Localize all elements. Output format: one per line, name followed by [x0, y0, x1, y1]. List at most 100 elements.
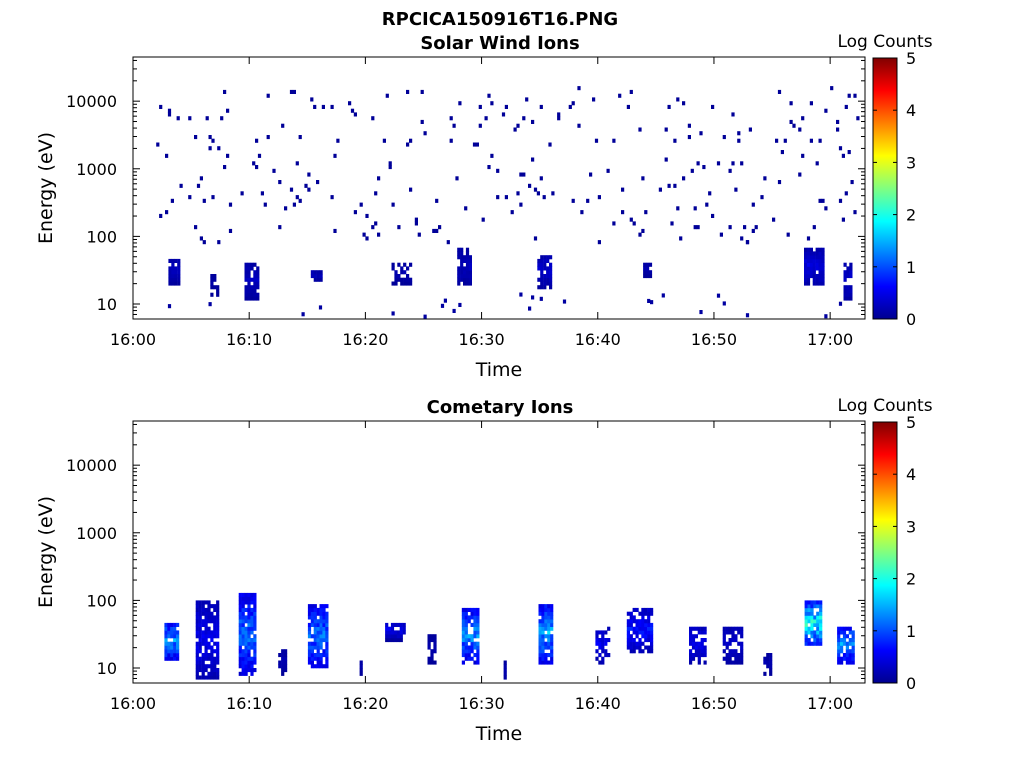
heatmap-cell	[843, 289, 847, 294]
heatmap-cell	[173, 649, 177, 654]
heatmap-cell	[816, 634, 820, 639]
heatmap-cell	[801, 116, 805, 121]
heatmap-cell	[461, 619, 465, 624]
heatmap-cell	[804, 611, 808, 616]
heatmap-cell	[849, 296, 853, 301]
heatmap-cell	[173, 656, 177, 661]
heatmap-cell	[204, 656, 208, 661]
heatmap-cell	[220, 116, 224, 121]
heatmap-cell	[207, 600, 211, 605]
heatmap-cell	[621, 187, 625, 192]
heatmap-cell	[604, 641, 608, 646]
heatmap-cell	[766, 660, 770, 665]
heatmap-cell	[496, 195, 500, 200]
heatmap-cell	[837, 653, 841, 658]
heatmap-cell	[703, 626, 707, 631]
heatmap-cell	[468, 262, 472, 267]
heatmap-cell	[295, 161, 299, 166]
heatmap-cell	[365, 213, 369, 218]
heatmap-cell	[313, 653, 317, 658]
heatmap-cell	[667, 104, 671, 109]
heatmap-cell	[644, 622, 648, 627]
heatmap-cell	[606, 168, 610, 173]
heatmap-cell	[541, 604, 545, 609]
heatmap-cell	[547, 645, 551, 650]
heatmap-cell	[316, 274, 320, 279]
heatmap-cell	[547, 611, 551, 616]
heatmap-cell	[550, 638, 554, 643]
heatmap-cell	[813, 630, 817, 635]
heatmap-cell	[544, 645, 548, 650]
heatmap-cell	[734, 187, 738, 192]
heatmap-cell	[725, 641, 729, 646]
heatmap-cell	[168, 277, 172, 282]
heatmap-cell	[463, 258, 467, 263]
y-tick-label: 10	[97, 295, 117, 314]
heatmap-cell	[813, 622, 817, 627]
heatmap-cell	[815, 161, 819, 166]
heatmap-cell	[467, 649, 471, 654]
heatmap-cell	[716, 293, 721, 298]
heatmap-cell	[476, 615, 480, 620]
heatmap-cell	[195, 622, 199, 627]
heatmap-cell	[210, 274, 214, 279]
heatmap-cell	[806, 258, 811, 263]
heatmap-cell	[468, 281, 472, 286]
heatmap-cell	[824, 108, 828, 113]
heatmap-cell	[393, 638, 397, 643]
heatmap-cell	[281, 656, 285, 661]
heatmap-cell	[390, 634, 395, 639]
heatmap-cell	[177, 258, 181, 263]
heatmap-cell	[840, 641, 844, 646]
heatmap-cell	[322, 611, 326, 616]
heatmap-cell	[538, 653, 542, 658]
heatmap-cell	[216, 600, 220, 605]
heatmap-cell	[244, 296, 248, 301]
heatmap-cell	[278, 660, 282, 665]
heatmap-cell	[247, 660, 251, 665]
heatmap-cell	[310, 634, 314, 639]
heatmap-cell	[544, 611, 548, 616]
heatmap-cell	[198, 630, 202, 635]
heatmap-cell	[693, 206, 697, 211]
heatmap-cell	[626, 641, 630, 646]
heatmap-cell	[465, 262, 470, 267]
heatmap-cell	[562, 299, 567, 304]
heatmap-cell	[830, 86, 834, 91]
heatmap-cell	[810, 600, 814, 605]
heatmap-cell	[528, 306, 532, 311]
heatmap-cell	[321, 104, 325, 109]
heatmap-cell	[626, 611, 630, 616]
heatmap-cell	[210, 604, 214, 609]
heatmap-cell	[176, 622, 180, 627]
heatmap-cell	[406, 266, 410, 271]
heatmap-cell	[804, 255, 808, 260]
heatmap-cell	[253, 641, 257, 646]
heatmap-cell	[170, 630, 174, 635]
heatmap-cell	[513, 127, 517, 132]
heatmap-cell	[204, 675, 208, 680]
heatmap-cell	[173, 653, 177, 658]
heatmap-cell	[807, 630, 811, 635]
heatmap-cell	[164, 622, 168, 627]
heatmap-cell	[641, 634, 645, 639]
heatmap-cell	[319, 607, 323, 612]
heatmap-cell	[435, 198, 439, 203]
heatmap-cell	[643, 270, 647, 275]
heatmap-cell	[238, 600, 242, 605]
heatmap-cell	[210, 653, 214, 658]
heatmap-cell	[700, 649, 704, 654]
heatmap-cell	[390, 630, 395, 635]
heatmap-cell	[247, 596, 251, 601]
heatmap-cell	[766, 664, 770, 669]
heatmap-cell	[159, 104, 163, 109]
heatmap-cell	[247, 664, 251, 669]
heatmap-cell	[812, 266, 816, 271]
heatmap-cell	[638, 622, 642, 627]
heatmap-cell	[284, 664, 288, 669]
heatmap-cell	[638, 619, 642, 624]
heatmap-cell	[650, 626, 654, 631]
heatmap-cell	[722, 301, 726, 306]
heatmap-cell	[204, 630, 208, 635]
heatmap-cell	[846, 289, 850, 294]
